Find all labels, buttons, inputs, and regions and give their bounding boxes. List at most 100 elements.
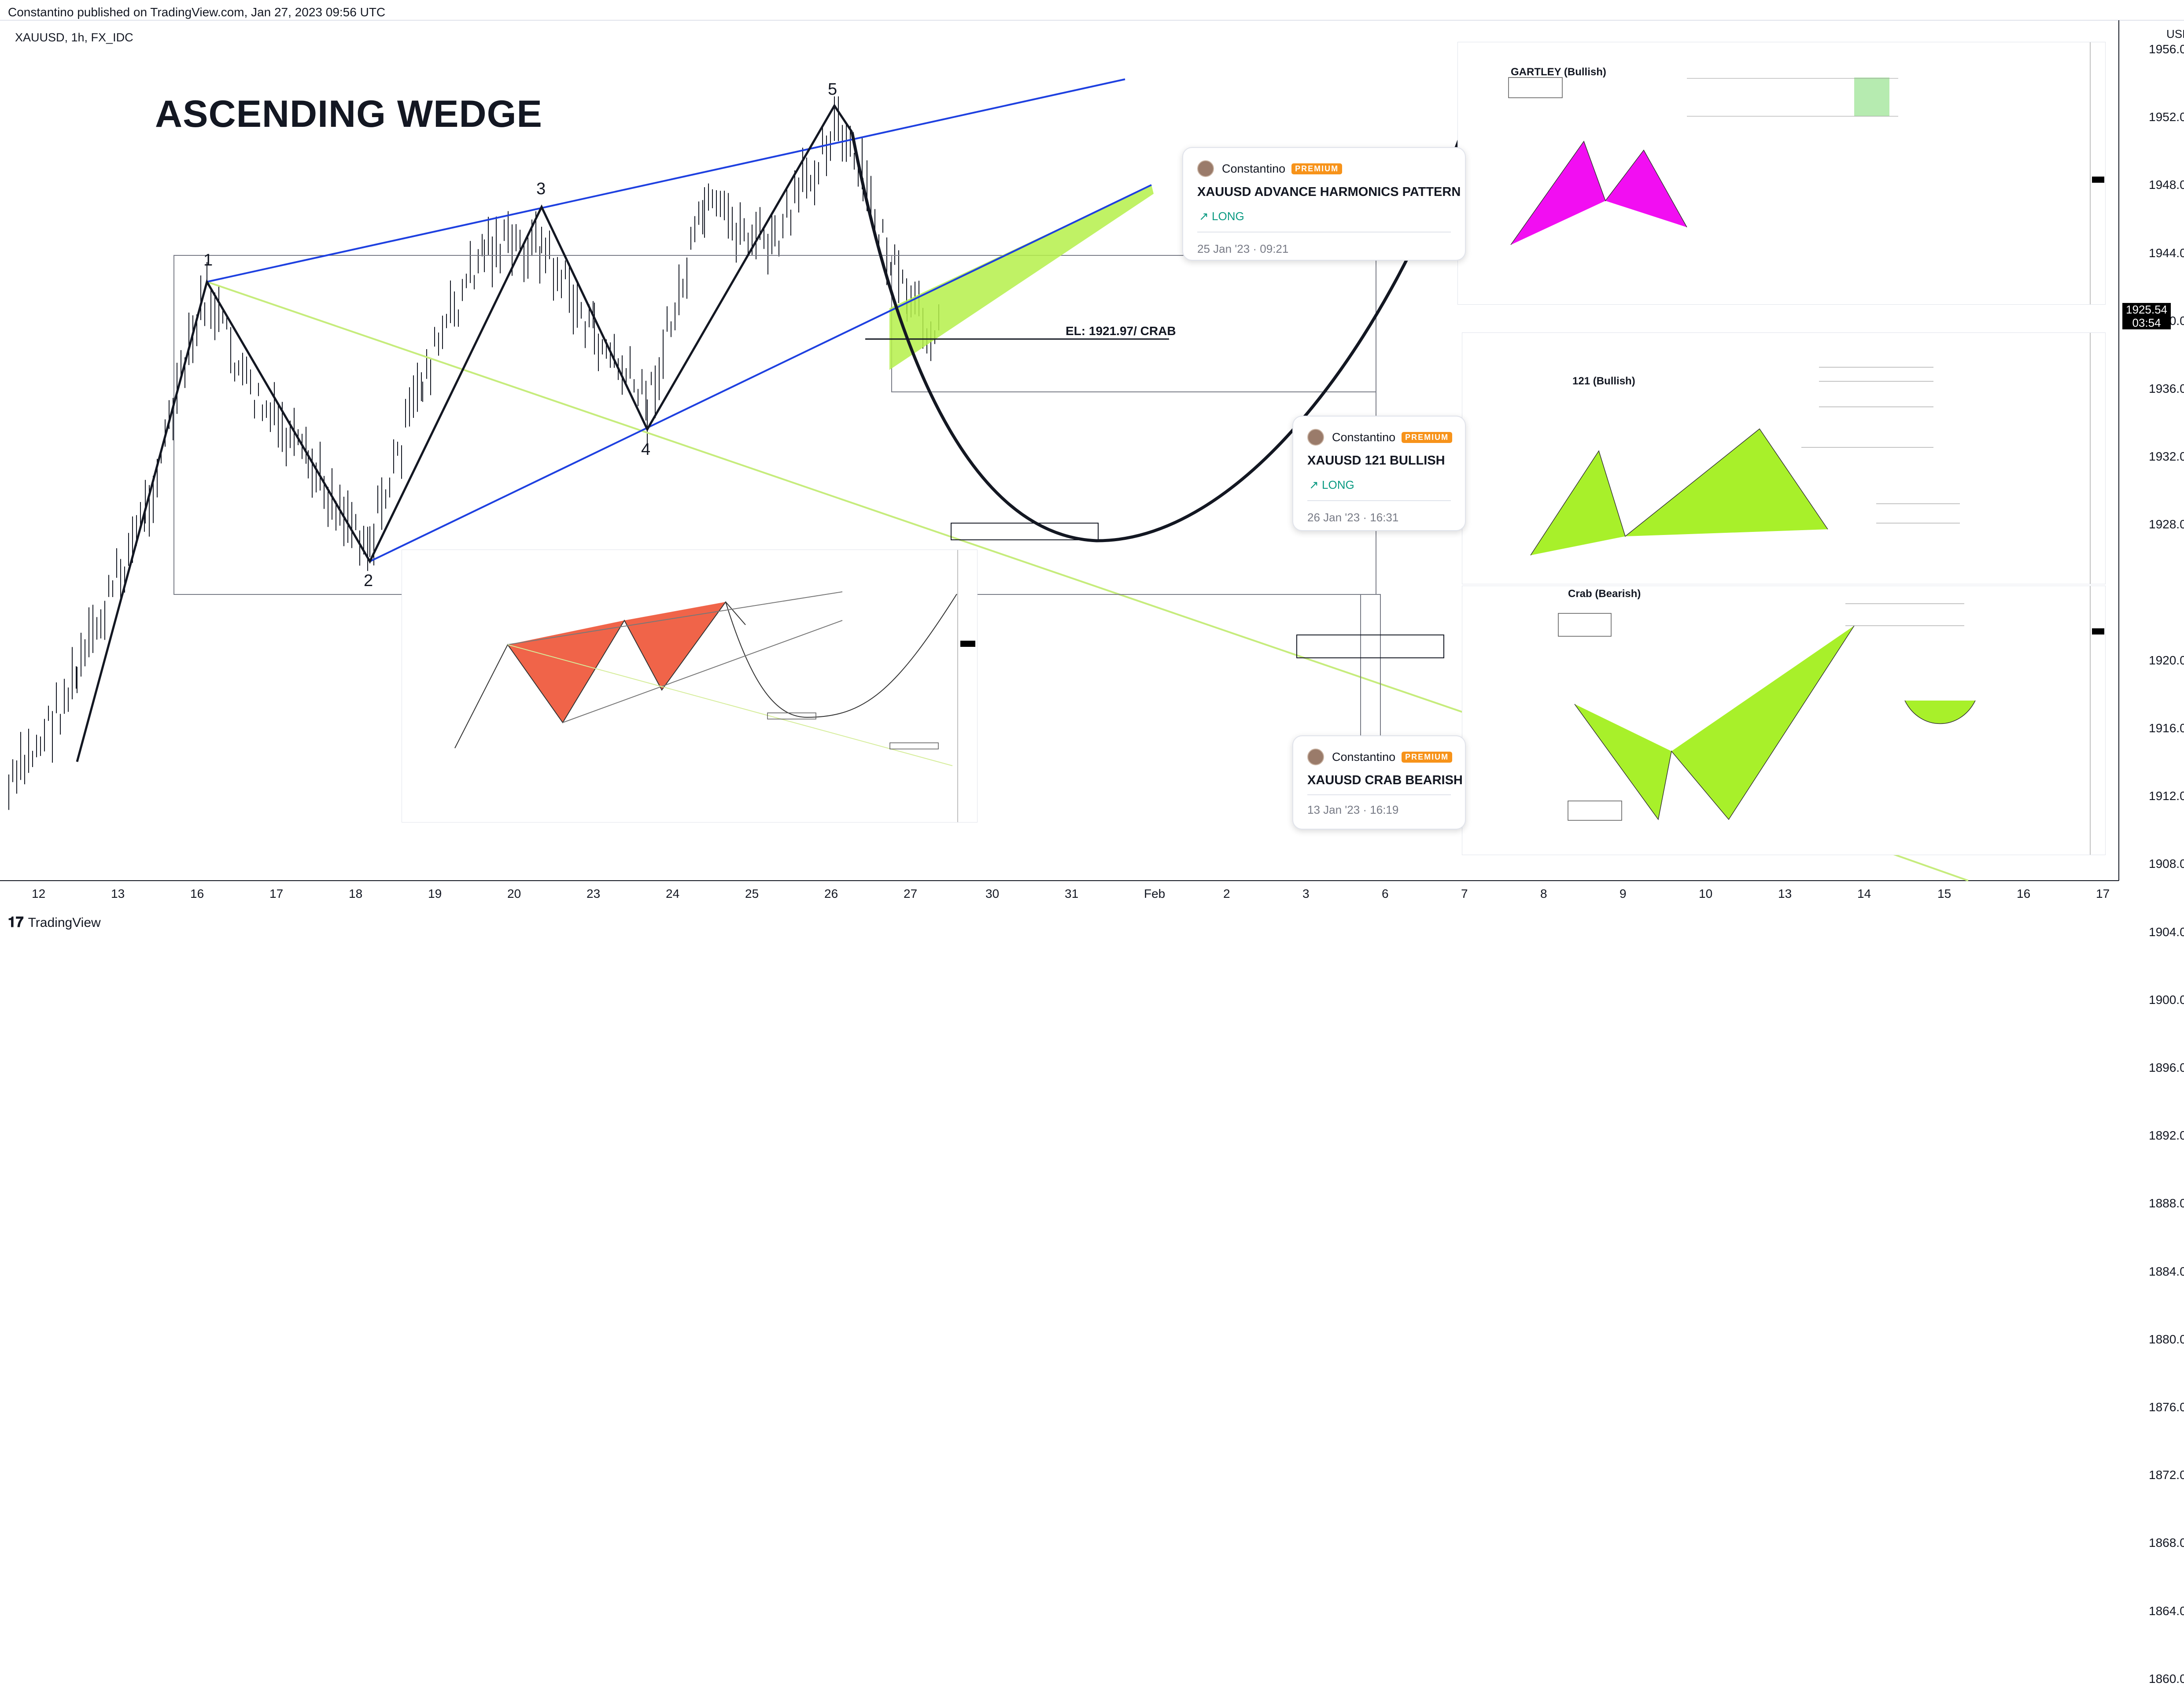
time-tick-label: 16 — [2017, 887, 2031, 900]
wave-label-5: 5 — [828, 80, 837, 99]
idea-date: 26 Jan '23 · 16:31 — [1307, 511, 1399, 524]
crab-outline — [1574, 625, 1855, 820]
gartley-outline — [1510, 140, 1687, 245]
idea-card-121-bullish[interactable]: Constantino PREMIUM XAUUSD 121 BULLISH ↗… — [1292, 416, 1466, 531]
gartley-title: GARTLEY (Bullish) — [1511, 66, 1606, 78]
mini-red-triangle-2 — [624, 602, 726, 690]
axis-currency: USD — [2166, 27, 2184, 41]
time-tick-label: 15 — [1937, 887, 1952, 900]
time-tick-label: 12 — [32, 887, 46, 900]
gartley-chart — [1508, 42, 2104, 304]
time-tick-label: 31 — [1065, 887, 1079, 900]
wave-label-2: 2 — [364, 572, 373, 590]
idea-title[interactable]: XAUUSD 121 BULLISH — [1307, 454, 1445, 468]
mini-lower-line — [562, 620, 843, 723]
crab-panel[interactable]: Crab (Bearish) — [1462, 586, 2106, 855]
p121-chart — [1530, 333, 2091, 584]
gartley-panel[interactable]: GARTLEY (Bullish) — [1457, 42, 2106, 305]
p121-leg-2 — [1625, 429, 1828, 536]
price-tick-label: 1896.00 — [2149, 1061, 2184, 1074]
mini-wedge-chart — [454, 550, 975, 822]
p121-panel[interactable]: 121 (Bullish) — [1462, 332, 2106, 584]
crab-note-box-2 — [1568, 801, 1622, 821]
mini-red-triangle-1 — [508, 620, 624, 723]
idea-date: 25 Jan '23 · 09:21 — [1197, 242, 1289, 255]
idea-date: 13 Jan '23 · 16:19 — [1307, 803, 1399, 816]
time-tick-label: 19 — [428, 887, 442, 900]
time-tick-label: 24 — [666, 887, 680, 900]
idea-title[interactable]: XAUUSD CRAB BEARISH — [1307, 773, 1463, 787]
idea-title[interactable]: XAUUSD ADVANCE HARMONICS PATTERN — [1197, 185, 1461, 199]
symbol-label[interactable]: XAUUSD, 1h, FX_IDC — [15, 31, 133, 44]
gartley-price-badge — [2092, 177, 2104, 183]
p121-title: 121 (Bullish) — [1572, 375, 1635, 387]
wave-zigzag — [76, 103, 853, 762]
idea-card-advance-harmonics[interactable]: Constantino PREMIUM XAUUSD ADVANCE HARMO… — [1182, 147, 1466, 261]
idea-direction: ↗ LONG — [1199, 210, 1244, 223]
idea-card-crab-bearish[interactable]: Constantino PREMIUM XAUUSD CRAB BEARISH … — [1292, 735, 1466, 830]
time-tick-label: 30 — [985, 887, 1000, 900]
crab-leg-1 — [1575, 704, 1671, 819]
gartley-note-box — [1508, 77, 1563, 98]
price-tick-label: 1904.00 — [2149, 925, 2184, 939]
idea-card-header: Constantino PREMIUM — [1197, 160, 1343, 177]
lower-wedge-line — [369, 184, 1152, 562]
price-tick-label: 1920.00 — [2149, 653, 2184, 667]
upper-wedge-line — [207, 78, 1125, 283]
gartley-target-zone — [1854, 77, 1889, 116]
candlestick-series — [8, 96, 939, 810]
p121-outline — [1530, 428, 1828, 556]
wedge-extension-fill — [889, 185, 1154, 370]
price-tick-label: 1948.00 — [2149, 178, 2184, 192]
mini-diagonal — [507, 644, 953, 766]
time-tick-label: 25 — [745, 887, 759, 900]
entry-level-label: EL: 1921.97/ CRAB — [1066, 324, 1176, 338]
mini-box-2 — [889, 742, 939, 749]
price-tick-label: 1880.00 — [2149, 1332, 2184, 1346]
price-tick-label: 1868.00 — [2149, 1536, 2184, 1550]
price-tick-label: 1944.00 — [2149, 246, 2184, 260]
author-avatar — [1307, 429, 1324, 446]
time-tick-label: 26 — [824, 887, 838, 900]
published-byline: Constantino published on TradingView.com… — [8, 5, 386, 19]
range-box-1 — [173, 255, 1376, 595]
wave-label-1: 1 — [203, 251, 213, 269]
crab-title: Crab (Bearish) — [1568, 588, 1641, 600]
tradingview-logo[interactable]: 𝟏𝟕 TradingView — [8, 914, 101, 931]
idea-card-header: Constantino PREMIUM — [1307, 429, 1453, 446]
idea-divider — [1307, 794, 1451, 795]
author-name[interactable]: Constantino — [1222, 162, 1286, 175]
time-tick-label: 8 — [1540, 887, 1547, 900]
last-price-badge: 1925.54 03:54 — [2122, 303, 2171, 329]
crab-leg-2 — [1671, 626, 1854, 819]
gartley-bcd — [1605, 150, 1687, 227]
author-avatar — [1197, 160, 1214, 177]
diagonal-trendline — [207, 281, 1467, 714]
author-name[interactable]: Constantino — [1332, 750, 1396, 764]
price-tick-label: 1864.00 — [2149, 1604, 2184, 1618]
premium-badge: PREMIUM — [1402, 751, 1453, 763]
time-tick-label: 2 — [1223, 887, 1230, 900]
crab-chart — [1558, 586, 2104, 855]
time-tick-label: 18 — [349, 887, 363, 900]
mini-price-badge — [960, 641, 975, 647]
price-tick-label: 1908.00 — [2149, 857, 2184, 871]
idea-direction: ↗ LONG — [1309, 478, 1354, 491]
tradingview-brand: TradingView — [28, 915, 101, 930]
crab-price-badge — [2092, 628, 2104, 635]
author-name[interactable]: Constantino — [1332, 430, 1396, 444]
crab-note-box — [1558, 613, 1612, 637]
crab-mini-curve — [1904, 700, 1976, 724]
price-tick-label: 1876.00 — [2149, 1400, 2184, 1414]
price-tick-label: 1884.00 — [2149, 1264, 2184, 1278]
price-tick-label: 1872.00 — [2149, 1468, 2184, 1482]
diagonal-trendline-tail — [1893, 853, 1969, 882]
time-tick-label: 16 — [190, 887, 204, 900]
idea-divider — [1307, 500, 1451, 501]
time-tick-label: Feb — [1144, 887, 1166, 900]
bar-countdown: 03:54 — [2132, 316, 2161, 329]
range-box-3 — [1360, 594, 1381, 749]
pattern-title: ASCENDING WEDGE — [155, 93, 542, 135]
main-chart[interactable] — [0, 0, 2184, 936]
mini-wedge-panel[interactable] — [402, 550, 978, 823]
